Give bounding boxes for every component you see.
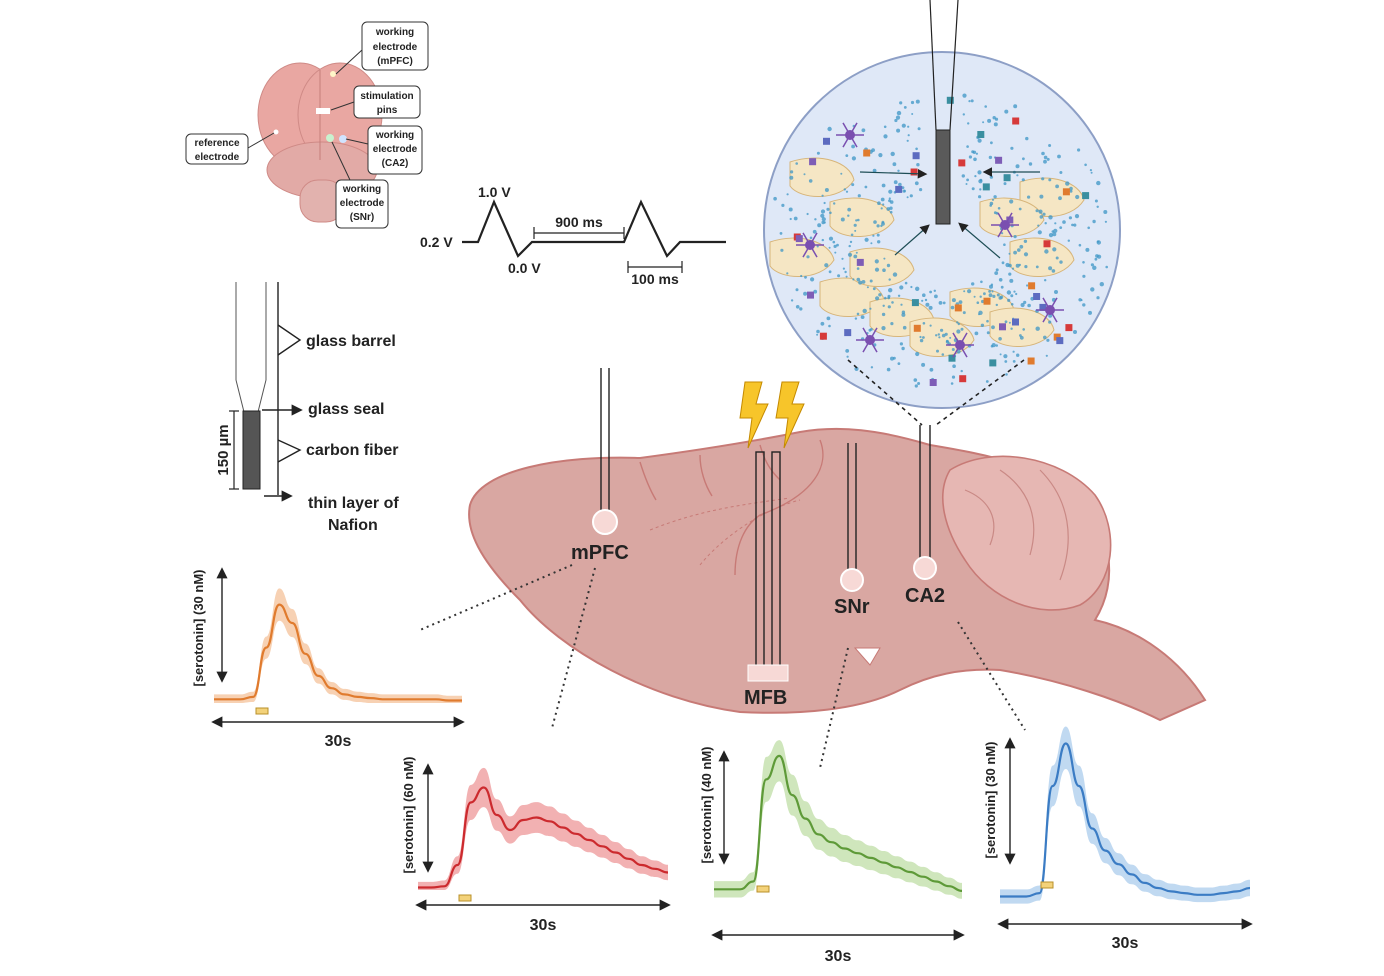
callout-boxes: working electrode (mPFC) stimulation pin… [185, 21, 429, 229]
glial-cell [845, 130, 855, 140]
recording-probes [592, 368, 937, 682]
trace-mean-line [714, 754, 963, 892]
waveform-v-rest: 0.2 V [420, 234, 453, 250]
stimulation-marker [756, 885, 770, 893]
region-label-snr: SNr [834, 596, 870, 618]
trace-x-label: 30s [325, 733, 352, 750]
callout-wm-line2: electrode [373, 42, 418, 53]
callout-wsnr-line3: (SNr) [350, 212, 374, 223]
region-label-mfb: MFB [744, 687, 787, 709]
callout-wca2-line2: electrode [373, 144, 418, 155]
trace-plot-mfb: [serotonin] (60 nM) 30s [401, 757, 671, 934]
trace-error-band [714, 740, 962, 899]
trace-error-band [418, 767, 668, 890]
callout-wsnr-line1: working [342, 184, 381, 195]
glial-cell [805, 240, 815, 250]
trace-mean-line [999, 742, 1251, 898]
region-label-ca2: CA2 [905, 585, 945, 607]
callout-wca2-line1: working [375, 130, 414, 141]
trace-y-label: [serotonin] (30 nM) [983, 742, 998, 859]
sagittal-brain [468, 427, 1207, 722]
trace-y-label: [serotonin] (60 nM) [401, 757, 416, 874]
callout-stim-line1: stimulation [360, 91, 413, 102]
voltage-waveform: 1.0 V 0.2 V 0.0 V 900 ms 100 ms [420, 184, 726, 287]
trace-plot-mpfc: [serotonin] (30 nM) 30s [191, 567, 465, 750]
callout-stim-line2: pins [377, 105, 398, 116]
connector-lines [419, 564, 1026, 769]
waveform-v-low: 0.0 V [508, 260, 541, 276]
glial-cell [1000, 220, 1010, 230]
callout-wm-line1: working [375, 27, 414, 38]
stimulation-pins-marker [316, 108, 330, 114]
waveform-scan: 100 ms [631, 271, 679, 287]
nafion-label-line1: thin layer of [308, 495, 399, 512]
glass-barrel-label: glass barrel [306, 333, 396, 350]
trace-mean-line [418, 786, 669, 889]
synapse-magnified-view [763, 0, 1121, 426]
trace-plot-ca2: [serotonin] (30 nM) 30s [983, 726, 1253, 952]
trace-mean-line [214, 603, 462, 702]
trace-plot-snr: [serotonin] (40 nM) 30s [699, 740, 965, 965]
carbon-fiber-label: carbon fiber [306, 442, 398, 459]
synapse-terminal [989, 307, 1055, 347]
electrode-length-label: 150 µm [215, 424, 232, 475]
trace-x-label: 30s [1112, 935, 1139, 952]
region-label-mpfc: mPFC [571, 542, 629, 564]
trace-y-label: [serotonin] (30 nM) [191, 570, 206, 687]
waveform-v-high: 1.0 V [478, 184, 511, 200]
electrode-schematic: glass barrel glass seal carbon fiber thi… [215, 282, 399, 534]
trace-x-label: 30s [825, 948, 852, 965]
trace-error-band [214, 588, 462, 703]
trace-x-label: 30s [530, 917, 557, 934]
callout-wca2-line3: (CA2) [382, 158, 409, 169]
glial-cell [865, 335, 875, 345]
stimulation-marker [1040, 881, 1054, 889]
stimulation-marker [458, 894, 472, 902]
callout-ref-line2: electrode [195, 152, 240, 163]
callout-ref-line1: reference [194, 138, 239, 149]
trace-error-band [1000, 726, 1250, 904]
synapse-terminal [789, 157, 855, 197]
trace-y-label: [serotonin] (40 nM) [699, 747, 714, 864]
callout-wsnr-line2: electrode [340, 198, 385, 209]
glial-cell [1045, 305, 1055, 315]
glass-seal-label: glass seal [308, 401, 385, 418]
callout-wm-line3: (mPFC) [377, 56, 413, 67]
stimulation-marker [255, 707, 269, 715]
waveform-interval: 900 ms [555, 214, 603, 230]
nafion-label-line2: Nafion [328, 517, 378, 534]
glial-cell [955, 340, 965, 350]
stimulation-lightning-icon [739, 381, 805, 449]
